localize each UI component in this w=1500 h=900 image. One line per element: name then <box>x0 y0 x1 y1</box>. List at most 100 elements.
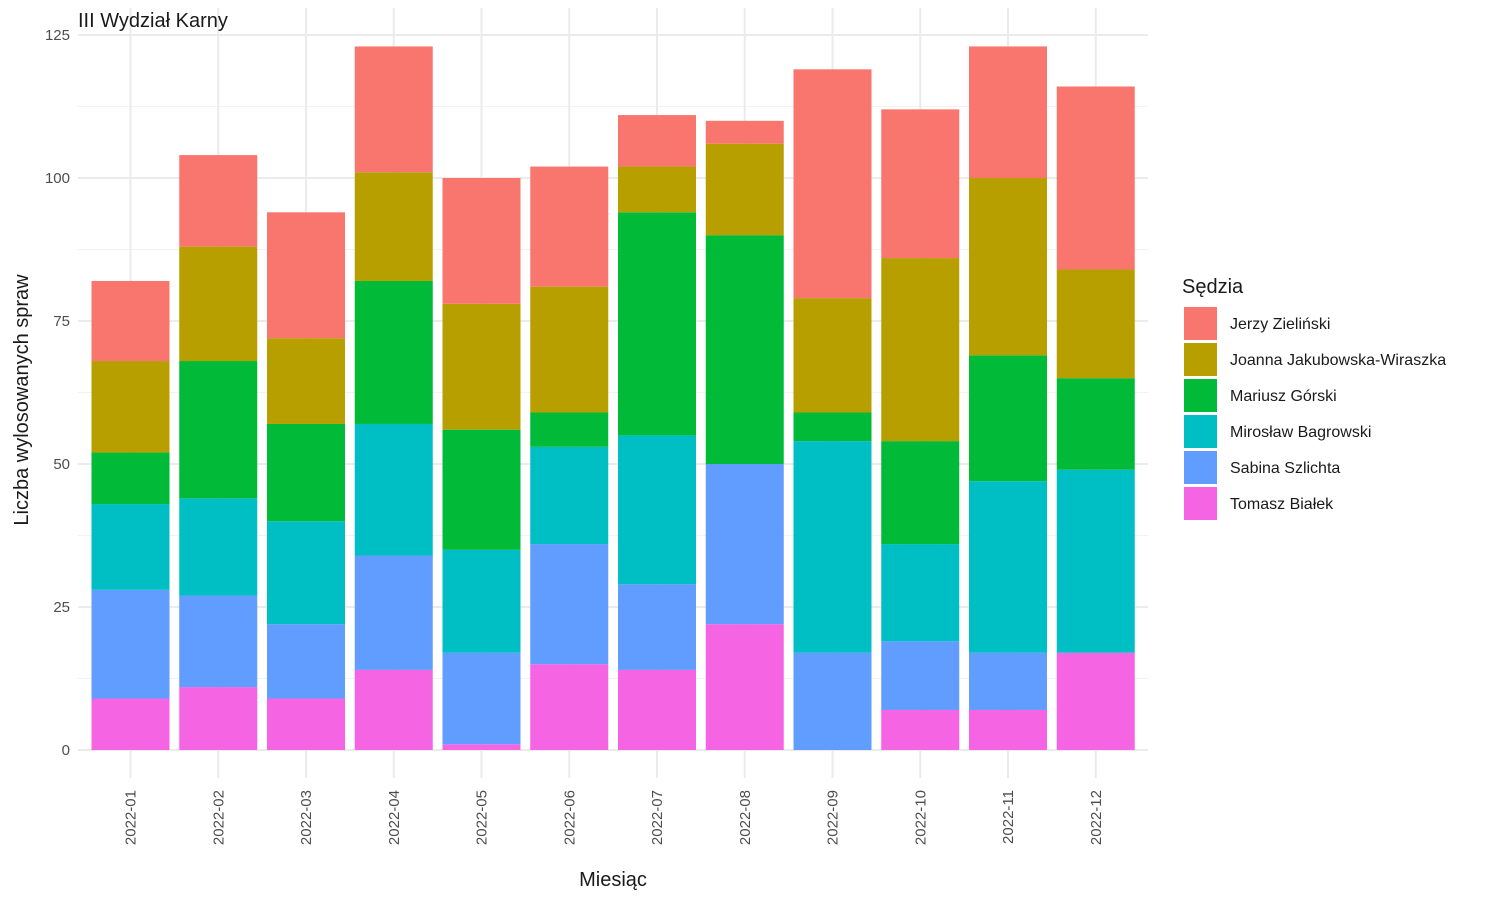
bar-segment <box>442 178 521 304</box>
x-tick-label: 2022-01 <box>123 790 140 845</box>
bar-segment <box>618 584 696 670</box>
legend-swatch <box>1184 451 1217 484</box>
legend-swatch <box>1184 379 1217 412</box>
y-tick-label: 75 <box>53 313 70 330</box>
bar-segment <box>179 155 258 247</box>
bar-segment <box>91 280 170 362</box>
x-tick-label: 2022-04 <box>386 790 403 845</box>
bar-segment <box>618 115 696 167</box>
y-tick-label: 25 <box>53 599 70 616</box>
bar-segment <box>354 172 433 281</box>
x-tick-label: 2022-02 <box>210 790 227 845</box>
bars <box>91 46 1135 750</box>
bar-segment <box>705 624 784 750</box>
x-tick-label: 2022-12 <box>1088 790 1105 845</box>
bar-segment <box>969 481 1047 653</box>
x-tick-label: 2022-03 <box>298 790 315 845</box>
bar-segment <box>530 412 609 447</box>
bar-segment <box>354 423 433 556</box>
x-tick-label: 2022-10 <box>912 790 929 845</box>
legend-label: Sabina Szlichta <box>1230 460 1340 477</box>
legend-label: Mirosław Bagrowski <box>1230 424 1371 441</box>
bar-segment <box>618 435 696 585</box>
x-tick-label: 2022-07 <box>649 790 666 845</box>
bar-segment <box>881 641 960 710</box>
legend-label: Mariusz Górski <box>1230 388 1337 405</box>
bar-segment <box>354 669 433 750</box>
legend: Sędzia Jerzy Zieliński Joanna Jakubowska-… <box>1182 276 1446 520</box>
bar-segment <box>881 258 960 442</box>
x-tick-label: 2022-05 <box>474 790 491 845</box>
bar-segment <box>705 143 784 236</box>
x-axis-ticks: 2022-01 2022-02 2022-03 2022-04 2022-05 2022-… <box>123 790 1105 845</box>
bar-segment <box>881 709 960 750</box>
bar-segment <box>354 280 433 424</box>
bar-segment <box>442 652 521 745</box>
bar-segment <box>91 698 170 750</box>
bar-segment <box>881 544 960 642</box>
bar-segment <box>1056 378 1135 470</box>
legend-swatch <box>1184 487 1217 520</box>
bar-segment <box>530 544 609 665</box>
bar-segment <box>530 166 609 287</box>
legend-label: Joanna Jakubowska-Wiraszka <box>1230 352 1446 369</box>
bar-segment <box>91 361 170 453</box>
bar-segment <box>267 521 345 625</box>
bar-segment <box>1056 86 1135 270</box>
bar-segment <box>179 361 258 499</box>
y-tick-label: 100 <box>45 170 70 187</box>
bar-segment <box>267 624 345 699</box>
bar-segment <box>793 298 872 413</box>
bar-segment <box>969 652 1047 710</box>
bar-segment <box>442 549 521 653</box>
bar-segment <box>618 212 696 436</box>
bar-segment <box>179 687 258 750</box>
y-tick-label: 125 <box>45 27 70 44</box>
bar-segment <box>91 589 170 699</box>
bar-segment <box>442 744 521 750</box>
bar-segment <box>442 429 521 550</box>
bar-segment <box>1056 469 1135 653</box>
bar-segment <box>969 178 1047 356</box>
y-axis-title: Liczba wylosowanych spraw <box>11 274 33 526</box>
bar-segment <box>179 498 258 596</box>
bar-segment <box>705 235 784 464</box>
bar-segment <box>179 595 258 688</box>
bar-segment <box>969 355 1047 482</box>
bar-segment <box>267 212 345 339</box>
bar-segment <box>91 504 170 590</box>
bar-segment <box>705 464 784 625</box>
y-tick-label: 50 <box>53 456 70 473</box>
bar-segment <box>1056 269 1135 379</box>
bar-segment <box>530 664 609 750</box>
chart-title: III Wydział Karny <box>78 10 228 32</box>
bar-segment <box>793 652 872 750</box>
legend-label: Tomasz Białek <box>1230 496 1334 513</box>
bar-segment <box>442 303 521 430</box>
bar-segment <box>530 286 609 413</box>
x-tick-label: 2022-06 <box>561 790 578 845</box>
legend-swatch <box>1184 307 1217 340</box>
x-tick-label: 2022-09 <box>825 790 842 845</box>
y-tick-label: 0 <box>62 742 70 759</box>
x-tick-label: 2022-08 <box>737 790 754 845</box>
x-tick-label: 2022-11 <box>1000 790 1017 844</box>
bar-segment <box>354 555 433 670</box>
bar-segment <box>705 120 784 144</box>
bar-segment <box>1056 652 1135 750</box>
bar-segment <box>354 46 433 173</box>
bar-segment <box>267 338 345 424</box>
bar-segment <box>267 698 345 750</box>
legend-label: Jerzy Zieliński <box>1230 316 1330 333</box>
bar-segment <box>618 669 696 750</box>
bar-segment <box>793 412 872 442</box>
legend-swatch <box>1184 415 1217 448</box>
bar-segment <box>530 446 609 545</box>
bar-segment <box>618 166 696 213</box>
bar-segment <box>793 441 872 653</box>
bar-segment <box>969 46 1047 178</box>
bar-segment <box>91 452 170 505</box>
legend-swatch <box>1184 343 1217 376</box>
